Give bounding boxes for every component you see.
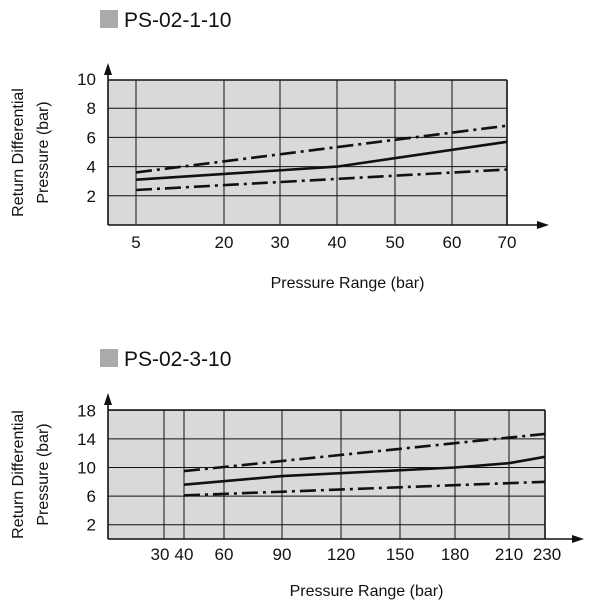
series-line-solid bbox=[183, 455, 546, 486]
legend-marker-icon bbox=[100, 10, 118, 28]
x-tick-label: 50 bbox=[386, 233, 405, 252]
y-axis-arrow-icon bbox=[104, 63, 112, 75]
y-tick-label: 6 bbox=[87, 128, 96, 147]
series-line-dashdot bbox=[135, 168, 508, 192]
x-tick-label: 230 bbox=[533, 545, 561, 564]
series-line-dashdot bbox=[135, 124, 508, 174]
x-tick-label: 180 bbox=[441, 545, 469, 564]
y-tick-label: 18 bbox=[77, 401, 96, 420]
x-tick-label: 20 bbox=[215, 233, 234, 252]
x-tick-label: 210 bbox=[495, 545, 523, 564]
x-tick-label: 90 bbox=[273, 545, 292, 564]
y-axis-title: Return Differential bbox=[10, 88, 27, 217]
chart-title: PS-02-1-10 bbox=[124, 9, 231, 32]
x-tick-label: 40 bbox=[175, 545, 194, 564]
x-tick-label: 40 bbox=[328, 233, 347, 252]
x-tick-label: 60 bbox=[215, 545, 234, 564]
y-tick-label: 10 bbox=[77, 459, 96, 478]
y-axis-title: Return Differential bbox=[10, 410, 27, 539]
y-axis-title: Pressure (bar) bbox=[35, 423, 52, 525]
x-axis-title: Pressure Range (bar) bbox=[290, 583, 444, 600]
x-tick-label: 5 bbox=[131, 233, 140, 252]
y-axis-arrow-icon bbox=[104, 393, 112, 405]
x-tick-label: 120 bbox=[327, 545, 355, 564]
x-tick-label: 30 bbox=[271, 233, 290, 252]
x-tick-label: 70 bbox=[498, 233, 517, 252]
series-line-dashdot bbox=[183, 480, 546, 497]
y-tick-label: 6 bbox=[87, 487, 96, 506]
series-line-solid bbox=[135, 140, 508, 181]
series-line-dashdot bbox=[183, 432, 546, 473]
legend-marker-icon bbox=[100, 349, 118, 367]
x-tick-label: 30 bbox=[151, 545, 170, 564]
x-axis-arrow-icon bbox=[537, 221, 549, 229]
y-tick-label: 2 bbox=[87, 516, 96, 535]
y-tick-label: 2 bbox=[87, 187, 96, 206]
y-axis-title: Pressure (bar) bbox=[35, 101, 52, 203]
x-axis-title: Pressure Range (bar) bbox=[271, 275, 425, 292]
y-tick-label: 14 bbox=[77, 430, 96, 449]
plot-area bbox=[108, 80, 507, 225]
y-tick-label: 8 bbox=[87, 99, 96, 118]
x-tick-label: 150 bbox=[386, 545, 414, 564]
y-tick-label: 10 bbox=[77, 70, 96, 89]
chart-title: PS-02-3-10 bbox=[124, 348, 231, 371]
y-tick-label: 4 bbox=[87, 158, 96, 177]
x-tick-label: 60 bbox=[443, 233, 462, 252]
x-axis-arrow-icon bbox=[572, 535, 584, 543]
